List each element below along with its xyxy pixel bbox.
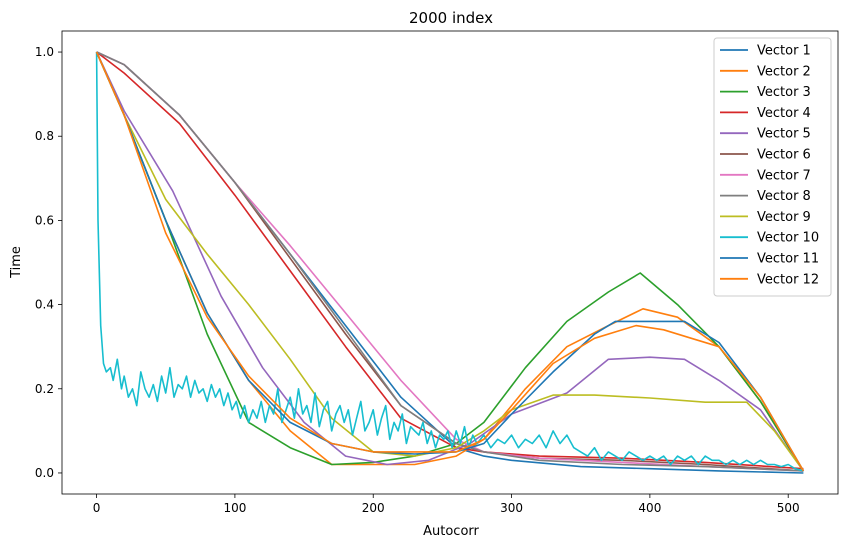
legend-label-2: Vector 2 xyxy=(757,64,811,79)
legend: Vector 1 Vector 2 Vector 3 Vector 4 Vector 5… xyxy=(713,37,832,297)
series-line-6 xyxy=(96,51,804,472)
x-tick-label: 500 xyxy=(777,501,800,515)
legend-label-3: Vector 3 xyxy=(757,85,811,100)
legend-label-11: Vector 11 xyxy=(757,252,819,267)
legend-label-5: Vector 5 xyxy=(757,127,811,142)
legend-label-12: Vector 12 xyxy=(757,272,819,287)
x-tick-label: 0 xyxy=(93,501,101,515)
series-line-2 xyxy=(95,51,805,472)
y-tick-label: 0.4 xyxy=(35,298,54,312)
series-line-4 xyxy=(96,51,804,470)
x-tick-label: 200 xyxy=(362,501,385,515)
y-tick-label: 0.0 xyxy=(35,466,54,480)
legend-label-7: Vector 7 xyxy=(757,168,811,183)
plot-frame xyxy=(61,30,839,495)
series-line-10 xyxy=(95,51,804,472)
chart-title: 2000 index xyxy=(409,9,493,27)
y-tick-label: 1.0 xyxy=(35,45,54,59)
y-tick-label: 0.8 xyxy=(35,129,54,143)
x-axis-label: Autocorr xyxy=(423,524,479,539)
series-line-8 xyxy=(96,51,804,472)
series-layer xyxy=(95,51,805,474)
y-tick-label: 0.2 xyxy=(35,382,54,396)
legend-label-10: Vector 10 xyxy=(757,231,819,246)
legend-label-1: Vector 1 xyxy=(757,44,811,59)
series-line-12 xyxy=(95,51,805,472)
series-line-7 xyxy=(96,51,804,472)
legend-box xyxy=(713,37,832,297)
series-line-11 xyxy=(95,51,805,472)
series-line-3 xyxy=(95,51,805,472)
x-tick-label: 100 xyxy=(223,501,246,515)
series-line-5 xyxy=(95,51,805,472)
legend-label-6: Vector 6 xyxy=(757,148,811,163)
legend-label-8: Vector 8 xyxy=(757,189,811,204)
x-tick-label: 300 xyxy=(500,501,523,515)
y-axis-label: Time xyxy=(9,246,24,279)
y-tick-label: 0.6 xyxy=(35,213,54,227)
y-axis: 0.0 0.2 0.4 0.6 0.8 1.0 xyxy=(35,45,62,480)
x-tick-label: 400 xyxy=(638,501,661,515)
legend-label-9: Vector 9 xyxy=(757,210,811,225)
series-line-1 xyxy=(96,51,804,474)
legend-label-4: Vector 4 xyxy=(757,106,811,121)
x-axis: 0 100 200 300 400 500 xyxy=(93,494,800,515)
series-line-9 xyxy=(95,51,805,472)
